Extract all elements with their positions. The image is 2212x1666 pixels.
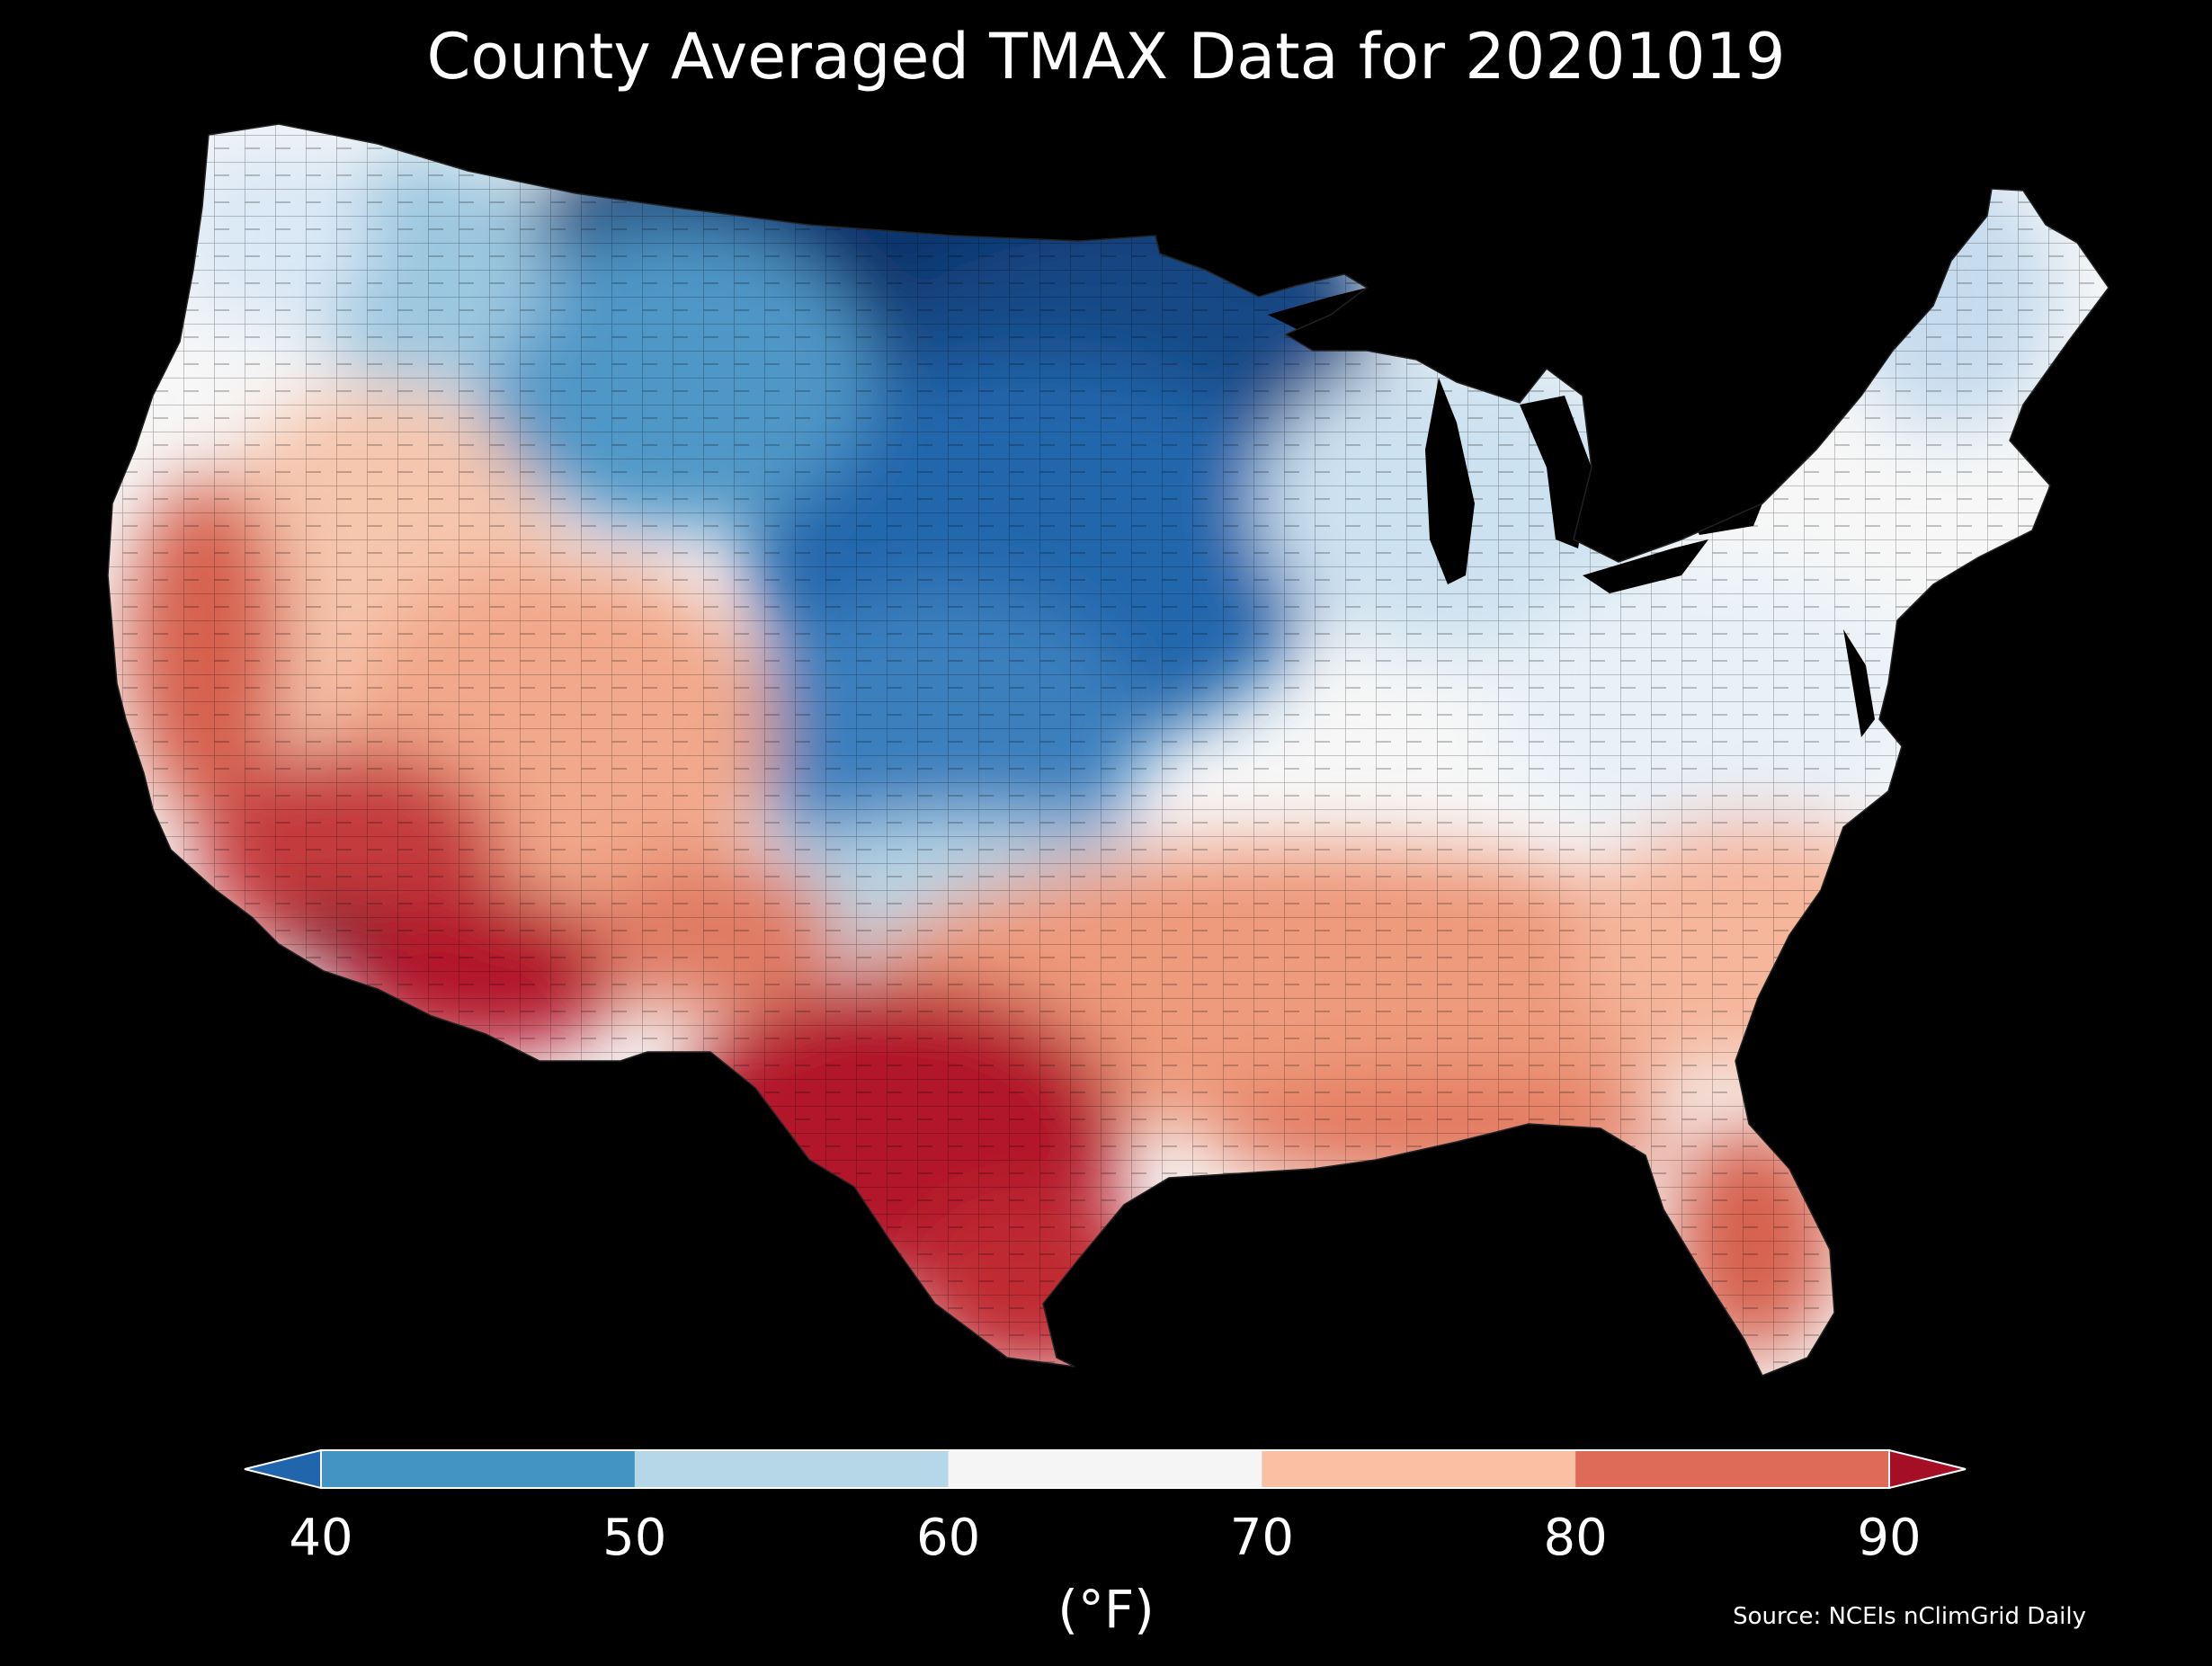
- colorbar-extend-high: [1888, 1448, 1967, 1490]
- colorbar-unit-label: (°F): [1057, 1579, 1155, 1640]
- colorbar-tick-label: 70: [1229, 1509, 1295, 1567]
- colorbar-extend-low: [244, 1448, 322, 1490]
- colorbar-tick-label: 40: [289, 1509, 353, 1567]
- source-credit: Source: NCEIs nClimGrid Daily: [1733, 1603, 2086, 1630]
- colorbar-segment: [1262, 1450, 1576, 1488]
- colorbar-tick-label: 90: [1857, 1509, 1922, 1567]
- us-outline: [107, 123, 2109, 1376]
- colorbar-segment: [321, 1450, 636, 1488]
- colorbar-tick-label: 80: [1543, 1509, 1608, 1567]
- colorbar-segment: [1575, 1450, 1890, 1488]
- colorbar-tick-label: 60: [915, 1509, 981, 1567]
- colorbar-segment: [948, 1450, 1262, 1488]
- map-title: County Averaged TMAX Data for 20201019: [426, 20, 1786, 94]
- colorbar-tick-label: 50: [602, 1509, 667, 1567]
- colorbar-segment: [634, 1450, 950, 1488]
